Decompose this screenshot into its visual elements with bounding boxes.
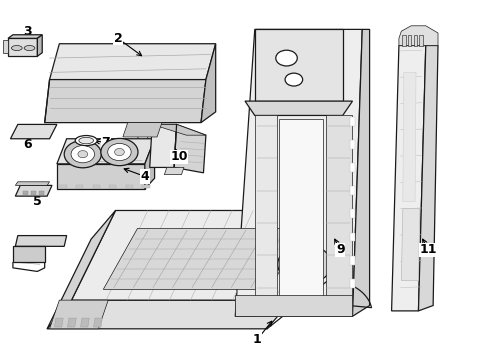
Polygon shape <box>31 192 36 195</box>
Circle shape <box>278 244 331 284</box>
Text: 7: 7 <box>101 136 110 149</box>
Polygon shape <box>126 185 133 188</box>
Polygon shape <box>235 295 352 316</box>
Polygon shape <box>201 44 216 123</box>
Polygon shape <box>54 318 63 327</box>
Polygon shape <box>15 235 67 246</box>
Circle shape <box>115 148 124 156</box>
Circle shape <box>276 50 297 66</box>
Ellipse shape <box>75 135 97 145</box>
Polygon shape <box>399 26 438 45</box>
Circle shape <box>285 73 303 86</box>
Polygon shape <box>350 186 355 195</box>
Polygon shape <box>23 192 27 195</box>
Polygon shape <box>403 72 416 202</box>
Polygon shape <box>10 125 57 139</box>
Polygon shape <box>326 116 352 316</box>
Polygon shape <box>255 116 277 316</box>
Text: 4: 4 <box>141 170 149 183</box>
Text: 2: 2 <box>114 32 122 45</box>
Polygon shape <box>350 163 355 172</box>
Polygon shape <box>350 140 355 149</box>
Polygon shape <box>109 185 117 188</box>
Polygon shape <box>350 210 355 219</box>
Polygon shape <box>8 35 42 39</box>
Polygon shape <box>145 139 155 189</box>
Polygon shape <box>57 164 145 189</box>
Polygon shape <box>401 209 420 280</box>
Polygon shape <box>350 117 355 126</box>
Polygon shape <box>103 228 304 289</box>
Polygon shape <box>292 203 345 300</box>
Polygon shape <box>123 123 162 137</box>
Text: 8: 8 <box>23 238 32 251</box>
Text: 6: 6 <box>23 138 32 150</box>
Polygon shape <box>49 300 108 329</box>
Ellipse shape <box>11 45 22 50</box>
Polygon shape <box>57 139 155 164</box>
Polygon shape <box>350 279 355 288</box>
Polygon shape <box>143 185 150 188</box>
Ellipse shape <box>79 137 94 144</box>
Circle shape <box>297 259 312 270</box>
Polygon shape <box>94 318 102 327</box>
Polygon shape <box>37 35 42 56</box>
Polygon shape <box>164 167 184 175</box>
Polygon shape <box>49 44 216 80</box>
Polygon shape <box>174 125 206 173</box>
Text: 10: 10 <box>171 150 188 163</box>
Polygon shape <box>152 125 206 135</box>
Polygon shape <box>402 35 406 45</box>
Polygon shape <box>76 185 83 188</box>
Polygon shape <box>418 45 438 311</box>
Circle shape <box>71 145 95 163</box>
Text: 3: 3 <box>23 25 32 38</box>
Polygon shape <box>47 300 292 329</box>
Polygon shape <box>39 192 44 195</box>
Polygon shape <box>419 35 423 45</box>
Polygon shape <box>72 211 335 300</box>
Polygon shape <box>59 185 67 188</box>
Circle shape <box>64 140 101 168</box>
Polygon shape <box>235 30 362 316</box>
Polygon shape <box>80 318 89 327</box>
Polygon shape <box>408 35 412 45</box>
Polygon shape <box>352 30 369 316</box>
Text: 11: 11 <box>419 243 437 256</box>
Text: 9: 9 <box>336 243 344 256</box>
Polygon shape <box>392 45 426 311</box>
Polygon shape <box>3 40 8 53</box>
Polygon shape <box>93 185 100 188</box>
Circle shape <box>101 138 138 166</box>
Polygon shape <box>279 119 323 306</box>
Ellipse shape <box>24 45 35 50</box>
Text: 5: 5 <box>33 195 42 208</box>
Circle shape <box>108 143 131 161</box>
Text: 1: 1 <box>253 333 262 346</box>
Polygon shape <box>255 30 343 101</box>
Polygon shape <box>47 211 116 329</box>
Polygon shape <box>8 39 37 56</box>
Polygon shape <box>350 233 355 242</box>
Polygon shape <box>68 318 76 327</box>
Polygon shape <box>13 246 45 262</box>
Polygon shape <box>15 185 52 196</box>
Circle shape <box>288 252 322 277</box>
Polygon shape <box>15 182 49 185</box>
Polygon shape <box>245 101 352 116</box>
Polygon shape <box>45 80 206 123</box>
Polygon shape <box>414 35 417 45</box>
Polygon shape <box>150 125 176 167</box>
Circle shape <box>78 150 88 158</box>
Polygon shape <box>350 256 355 265</box>
